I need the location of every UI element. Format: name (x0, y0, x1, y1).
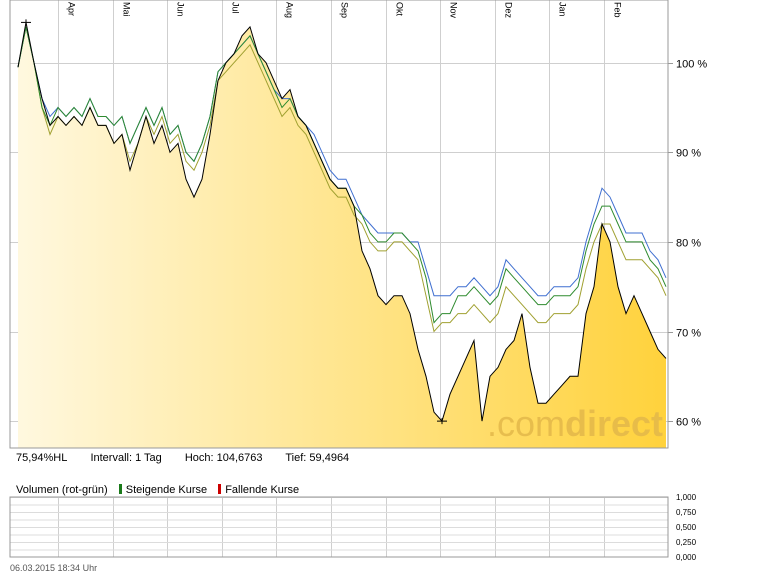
percent-label: 80 % (676, 238, 701, 250)
low-value: Tief: 59,4964 (285, 452, 350, 464)
watermark-part1: .com (487, 403, 565, 444)
month-label: Jan (558, 2, 568, 17)
month-label: Aug (285, 2, 295, 18)
svg-text:.comdirect: .comdirect (487, 403, 663, 444)
volume-border (9, 496, 669, 558)
volume-tick-label: 0,250 (676, 538, 697, 547)
percent-label: 60 % (676, 417, 701, 429)
month-label: Sep (340, 2, 350, 18)
volume-axis: 1,000 0,750 0,500 0,250 0,000 (676, 493, 697, 562)
volume-tick-label: 0,000 (676, 553, 697, 562)
olive-series-line (17, 26, 667, 333)
stats-row: 75,94%HL Intervall: 1 Tag Hoch: 104,6763… (16, 452, 369, 464)
volume-legend: Volumen (rot-grün) Steigende Kurse Falle… (16, 484, 299, 496)
month-axis: Apr Mai Jun Jul Aug Sep Okt Nov Dez Jan Feb (67, 2, 623, 19)
volume-title: Volumen (rot-grün) (16, 484, 108, 496)
interval-value: Intervall: 1 Tag (90, 452, 162, 464)
series-lines (17, 19, 667, 425)
percent-label: 90 % (676, 148, 701, 160)
volume-tick-label: 0,500 (676, 523, 697, 532)
percent-label: 70 % (676, 328, 701, 340)
month-label: Nov (449, 2, 459, 19)
timestamp: 06.03.2015 18:34 Uhr (10, 563, 98, 573)
month-label: Feb (613, 2, 623, 18)
month-label: Jun (176, 2, 186, 17)
high-value: Hoch: 104,6763 (184, 452, 263, 464)
price-area-fill (18, 22, 666, 449)
rising-label: Steigende Kurse (125, 484, 208, 496)
falling-label: Fallende Kurse (225, 484, 300, 496)
volume-tick-label: 0,750 (676, 508, 697, 517)
watermark-part2: direct (565, 403, 663, 444)
month-label: Okt (395, 2, 405, 17)
month-label: Dez (504, 2, 514, 19)
chart-border (9, 0, 669, 449)
falling-marker (218, 484, 222, 494)
price-line (17, 22, 667, 423)
volume-tick-label: 1,000 (676, 493, 697, 502)
month-label: Apr (67, 2, 77, 16)
hl-value: 75,94%HL (16, 452, 68, 464)
month-label: Mai (122, 2, 132, 17)
month-label: Jul (231, 2, 241, 14)
volume-grid (10, 497, 668, 557)
percent-label: 100 % (676, 59, 707, 71)
rising-marker (118, 484, 122, 494)
percent-axis: 100 % 90 % 80 % 70 % 60 % (676, 59, 707, 429)
watermark: .comdirect (487, 403, 663, 444)
